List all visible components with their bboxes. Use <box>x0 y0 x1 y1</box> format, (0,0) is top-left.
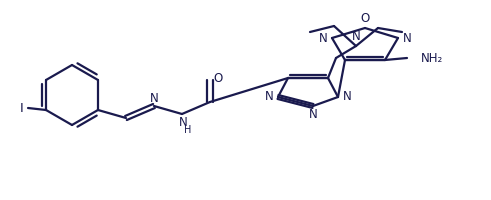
Text: N: N <box>265 90 273 104</box>
Text: O: O <box>214 72 222 84</box>
Text: N: N <box>343 90 352 104</box>
Text: N: N <box>352 30 360 44</box>
Text: N: N <box>319 31 327 45</box>
Text: NH₂: NH₂ <box>421 51 443 64</box>
Text: H: H <box>184 125 191 135</box>
Text: N: N <box>309 108 317 121</box>
Text: I: I <box>20 102 24 114</box>
Text: N: N <box>403 31 411 45</box>
Text: N: N <box>179 116 188 130</box>
Text: N: N <box>150 92 159 104</box>
Text: O: O <box>360 12 370 25</box>
